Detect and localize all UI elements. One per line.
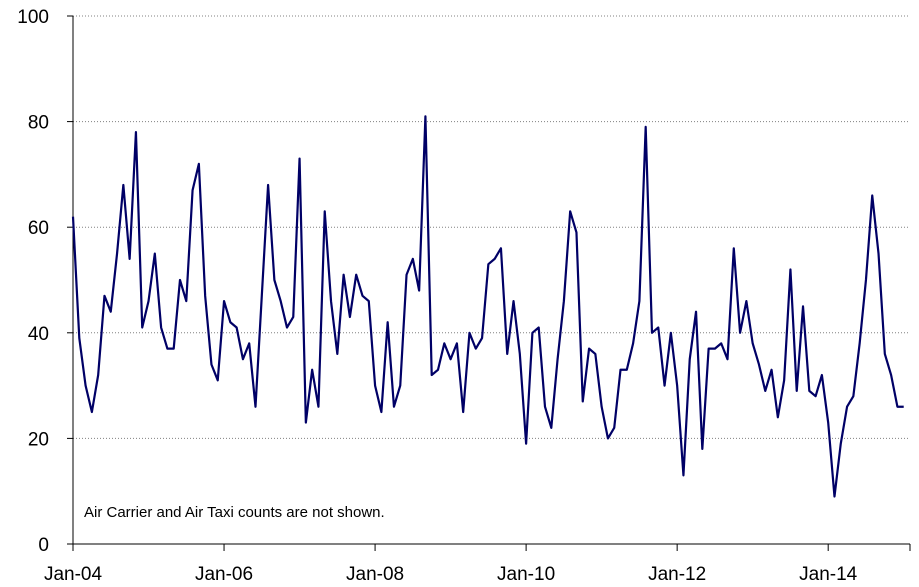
x-tick-label: Jan-04	[44, 564, 103, 585]
x-tick-label: Jan-14	[799, 564, 858, 585]
y-tick-label: 80	[28, 113, 49, 134]
tick-labels: 0 20 40 60 80 100 Jan-04 Jan-06 Jan-08 Jan-10 Jan-…	[17, 7, 857, 585]
series-layer	[71, 115, 904, 498]
y-tick-label: 100	[17, 7, 49, 28]
chart-annotation: Air Carrier and Air Taxi counts are not …	[84, 504, 385, 521]
x-tick-label: Jan-08	[346, 564, 404, 585]
y-tick-label: 20	[28, 429, 49, 450]
y-tick-label: 0	[38, 535, 49, 556]
x-tick-label: Jan-12	[648, 564, 706, 585]
x-tick-label: Jan-10	[497, 564, 555, 585]
x-tick-label: Jan-06	[195, 564, 253, 585]
y-tick-label: 60	[28, 218, 49, 239]
axes	[67, 15, 911, 551]
y-tick-label: 40	[28, 324, 49, 345]
series-line	[71, 115, 904, 498]
